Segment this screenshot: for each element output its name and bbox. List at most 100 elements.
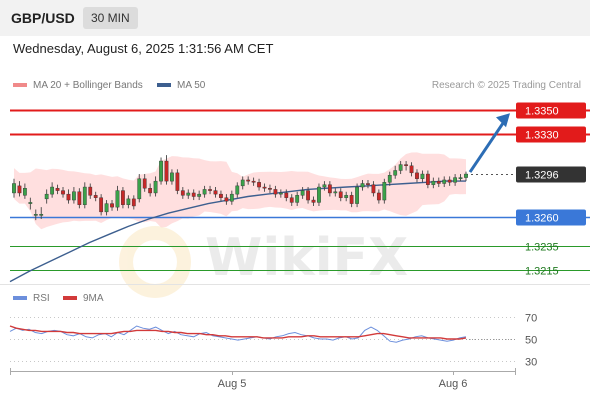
candle-body (104, 203, 109, 213)
legend-9ma: 9MA (63, 293, 104, 304)
price-levels-layer (10, 109, 590, 271)
chart-datetime: Wednesday, August 6, 2025 1:31:56 AM CET (13, 41, 274, 56)
price-labels-layer: 1.3350 1.3330 1.3296 1.3260 1.3235 1.3215 (516, 102, 586, 278)
candle-body (224, 197, 229, 202)
candle-body (458, 177, 463, 179)
rsi-tick-label: 70 (525, 313, 537, 325)
candle-body (164, 160, 169, 182)
candle-body (50, 186, 55, 195)
candle-body (229, 193, 234, 202)
candle-body (349, 195, 354, 204)
candle-body (131, 198, 136, 207)
candle-body (317, 186, 321, 203)
candle-body (398, 164, 403, 171)
candle-body (39, 214, 44, 216)
candle-body (186, 192, 191, 196)
candle-body (197, 193, 202, 197)
candle-body (77, 191, 82, 205)
candle-body (17, 185, 22, 194)
watermark-logo-icon (119, 226, 191, 298)
candle-body (425, 173, 430, 185)
candle-body (191, 192, 196, 197)
legend-ma20-bollinger: MA 20 + Bollinger Bands (13, 80, 143, 91)
projection-arrow-head (496, 113, 510, 128)
candle-body (213, 190, 218, 195)
candle-body (366, 183, 370, 185)
candle-body (278, 192, 283, 195)
timeframe-button[interactable]: 30 MIN (83, 7, 138, 29)
candle-body (344, 195, 349, 198)
candle-body (137, 178, 142, 200)
candle-body (159, 160, 163, 182)
legend-label-9ma: 9MA (83, 293, 104, 304)
candle-body (393, 170, 398, 176)
candle-body (404, 164, 408, 166)
candle-body (355, 186, 359, 204)
candle-body (464, 173, 468, 178)
candle-body (66, 193, 71, 201)
candle-body (208, 189, 212, 191)
candle-body (262, 186, 267, 189)
candle-body (436, 180, 441, 184)
candle-body (415, 172, 419, 179)
legend-label-ma50: MA 50 (177, 80, 206, 91)
candle-body (115, 190, 120, 208)
bollinger-band-layer (14, 152, 466, 230)
candle-body (219, 193, 223, 198)
candle-body (376, 192, 381, 201)
rsi-series-rsi (9, 325, 467, 343)
legend-label-rsi: RSI (33, 293, 50, 304)
candle-body (148, 188, 153, 194)
candle-body (93, 195, 98, 198)
price-level-tag-resistance (516, 102, 586, 119)
candle-body (12, 183, 16, 194)
candle-body (82, 186, 87, 205)
candle-body (333, 191, 338, 194)
research-credit: Research © 2025 Trading Central (431, 80, 581, 91)
candle-body (202, 189, 207, 195)
candle-body (420, 173, 425, 179)
candle-body (311, 199, 316, 203)
price-level-label-support: 1.3260 (525, 213, 559, 225)
legend-rsi: RSI (13, 293, 50, 304)
rsi-layer: 70 50 30 (9, 313, 537, 369)
legend-swatch-rsi (13, 296, 27, 301)
candle-body (240, 179, 245, 187)
candle-body (453, 177, 457, 183)
candle-body (306, 190, 310, 201)
candle-body (126, 198, 131, 205)
candle-body (61, 190, 65, 195)
projection-arrow-shaft (468, 119, 507, 173)
candle-body (257, 182, 261, 188)
candle-body (175, 172, 180, 191)
time-axis-label: Aug 5 (218, 378, 247, 390)
price-level-label-resistance: 1.3330 (525, 130, 559, 142)
price-level-tag-support (516, 209, 586, 226)
chart-header: GBP/USD 30 MIN (0, 0, 590, 36)
time-axis: Aug 5 Aug 6 (10, 368, 516, 390)
legend-ma50: MA 50 (157, 80, 205, 91)
candle-body (142, 178, 147, 189)
wikifx-watermark: WikiFX (119, 226, 408, 298)
price-level-label-target: 1.3235 (525, 242, 559, 254)
candle-body (295, 195, 300, 203)
price-level-tag-last (516, 166, 586, 183)
candle-body (110, 203, 114, 208)
candle-body (153, 180, 158, 194)
candle-body (170, 172, 174, 182)
candle-body (431, 180, 436, 185)
candle-body (289, 197, 294, 203)
candle-body (235, 185, 240, 195)
candle-body (44, 193, 49, 200)
candle-body (33, 214, 38, 216)
candle-body (409, 165, 414, 174)
price-level-label-resistance: 1.3350 (525, 106, 559, 118)
candle-body (327, 184, 332, 194)
rsi-tick-label: 50 (525, 335, 537, 347)
candle-body (23, 188, 27, 196)
legend-swatch-9ma (63, 296, 77, 301)
watermark-text: WikiFX (205, 228, 408, 288)
rsi-series-9ma (9, 325, 467, 340)
candle-body (88, 186, 93, 196)
